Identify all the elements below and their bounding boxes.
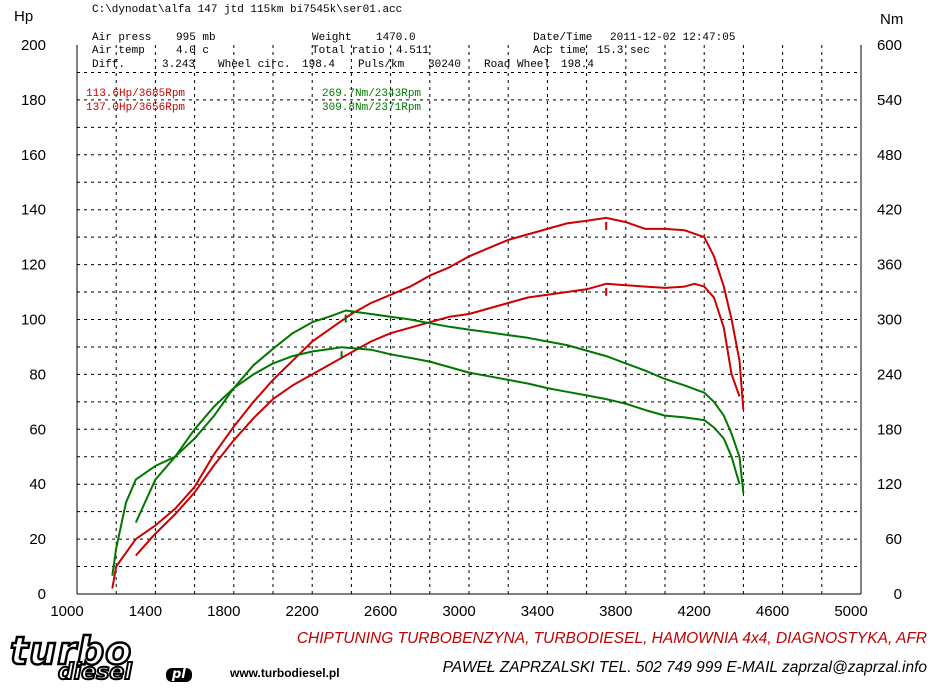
y-left-tick-label: 40 [29,476,46,493]
datetime-label: Date/Time [533,32,592,44]
y-left-tick-label: 80 [29,366,46,383]
series-line-3 [134,346,741,524]
datetime-value: 2011-12-02 12:47:05 [610,32,735,44]
wheel-circ-value: 198.4 [302,59,335,71]
dyno-chart: 1000 1400 1800 2200 2600 3000 3400 3800 4200 4600… [14,4,903,620]
y-right-tick-label: 420 [877,202,902,219]
wheel-circ-label: Wheel circ. [218,59,291,71]
x-tick-label: 3800 [599,603,632,620]
diff-value: 3.243 [162,59,195,71]
x-tick-label: 1000 [50,603,83,620]
y-left-tick-label: 60 [29,421,46,438]
logo-turbo-text: turbo [9,629,133,673]
plot-frame [76,45,862,595]
y-left-tick-label: 200 [21,37,46,54]
website-link[interactable]: www.turbodiesel.pl [230,666,340,680]
y-left-tick-label: 0 [38,586,46,603]
peak-torque-tuned: 309.8Nm/2371Rpm [322,102,421,114]
y-left-tick-label: 120 [21,257,46,274]
road-wheel-value: 198.4 [561,59,594,71]
puls-km-label: Puls/km [358,59,405,71]
y-left-tick-label: 160 [21,147,46,164]
weight-value: 1470.0 [376,32,416,44]
y-left-tick-label: 100 [21,312,46,329]
x-tick-label: 2600 [364,603,397,620]
air-temp-value: 4.0 c [176,45,209,57]
air-temp-label: Air temp [92,45,145,57]
x-tick-label: 5000 [834,603,867,620]
services-tagline: CHIPTUNING TURBOBENZYNA, TURBODIESEL, HA… [296,630,927,647]
file-path: C:\dynodat\alfa 147 jtd 115km bi7545k\se… [92,4,402,16]
y-right-tick-label: 180 [877,421,902,438]
left-axis-unit: Hp [14,8,33,25]
grid [77,45,861,594]
y-right-tick-label: 240 [877,366,902,383]
peak-power-stock: 113.6Hp/3685Rpm [86,88,185,100]
x-tick-label: 1800 [207,603,240,620]
y-right-tick-label: 120 [877,476,902,493]
road-wheel-label: Road Wheel [484,59,550,71]
y-left-tick-label: 140 [21,202,46,219]
x-tick-label: 3000 [442,603,475,620]
series-line-2 [111,216,745,589]
series-line-4 [111,309,745,576]
peak-power-tuned: 137.0Hp/3656Rpm [86,102,185,114]
y-left-tick-label: 180 [21,92,46,109]
y-left-tick-label: 20 [29,531,46,548]
y-right-tick-label: 600 [877,37,902,54]
peak-torque-stock: 269.7Nm/2343Rpm [322,88,421,100]
puls-km-value: 30240 [428,59,461,71]
y-right-tick-label: 480 [877,147,902,164]
diff-label: Diff. [92,59,125,71]
right-axis-unit: Nm [880,11,903,28]
logo-pl-badge: pl [166,668,192,682]
air-press-label: Air press [92,32,151,44]
curves [111,216,745,589]
contact-line: PAWEŁ ZAPRZALSKI TEL. 502 749 999 E-MAIL… [442,659,927,676]
y-right-tick-label: 0 [894,586,902,603]
acc-time-label: Acc time [533,45,586,57]
footer: turbo diesel pl www.turbodiesel.pl CHIPT… [0,628,937,688]
series-line-1 [135,282,741,557]
x-tick-label: 2200 [286,603,319,620]
axis-ticks: 1000 1400 1800 2200 2600 3000 3400 3800 4200 4600… [21,37,902,620]
total-ratio-label: Total ratio [312,45,385,57]
acc-time-value: 15.3 sec [597,45,650,57]
y-right-tick-label: 60 [885,531,902,548]
x-tick-label: 4200 [678,603,711,620]
y-right-tick-label: 360 [877,257,902,274]
x-tick-label: 1400 [129,603,162,620]
x-tick-label: 3400 [521,603,554,620]
air-press-value: 995 mb [176,32,216,44]
total-ratio-value: 4.511 [396,45,429,57]
y-right-tick-label: 540 [877,92,902,109]
turbodiesel-logo: turbo diesel pl [6,629,216,685]
y-right-tick-label: 300 [877,312,902,329]
weight-label: Weight [312,32,352,44]
x-tick-label: 4600 [756,603,789,620]
logo-diesel-text: diesel [57,660,133,685]
